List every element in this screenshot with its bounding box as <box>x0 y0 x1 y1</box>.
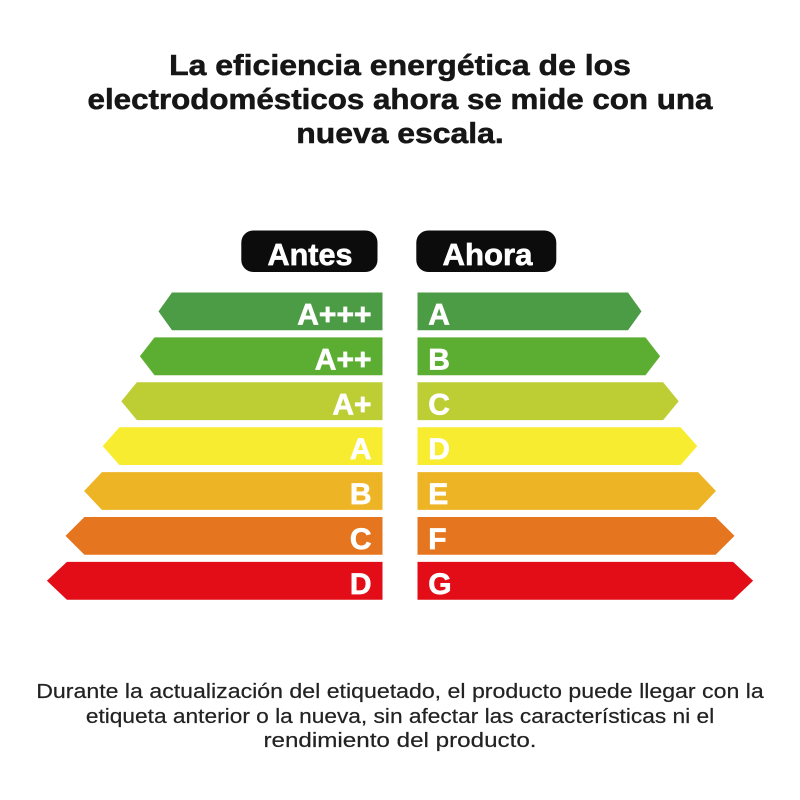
svg-text:G: G <box>428 568 451 601</box>
svg-text:D: D <box>350 568 372 601</box>
svg-text:A++: A++ <box>315 343 372 376</box>
svg-text:E: E <box>428 478 448 511</box>
svg-text:C: C <box>428 388 450 421</box>
svg-text:Ahora: Ahora <box>443 237 534 272</box>
svg-text:A: A <box>428 299 450 332</box>
svg-text:B: B <box>428 343 450 376</box>
svg-text:D: D <box>428 433 450 466</box>
svg-text:A+++: A+++ <box>297 299 371 332</box>
svg-text:A+: A+ <box>332 388 371 421</box>
svg-text:A: A <box>350 433 372 466</box>
svg-text:F: F <box>428 523 446 556</box>
svg-text:Antes: Antes <box>268 237 353 272</box>
svg-text:B: B <box>350 478 372 511</box>
svg-text:C: C <box>350 523 372 556</box>
